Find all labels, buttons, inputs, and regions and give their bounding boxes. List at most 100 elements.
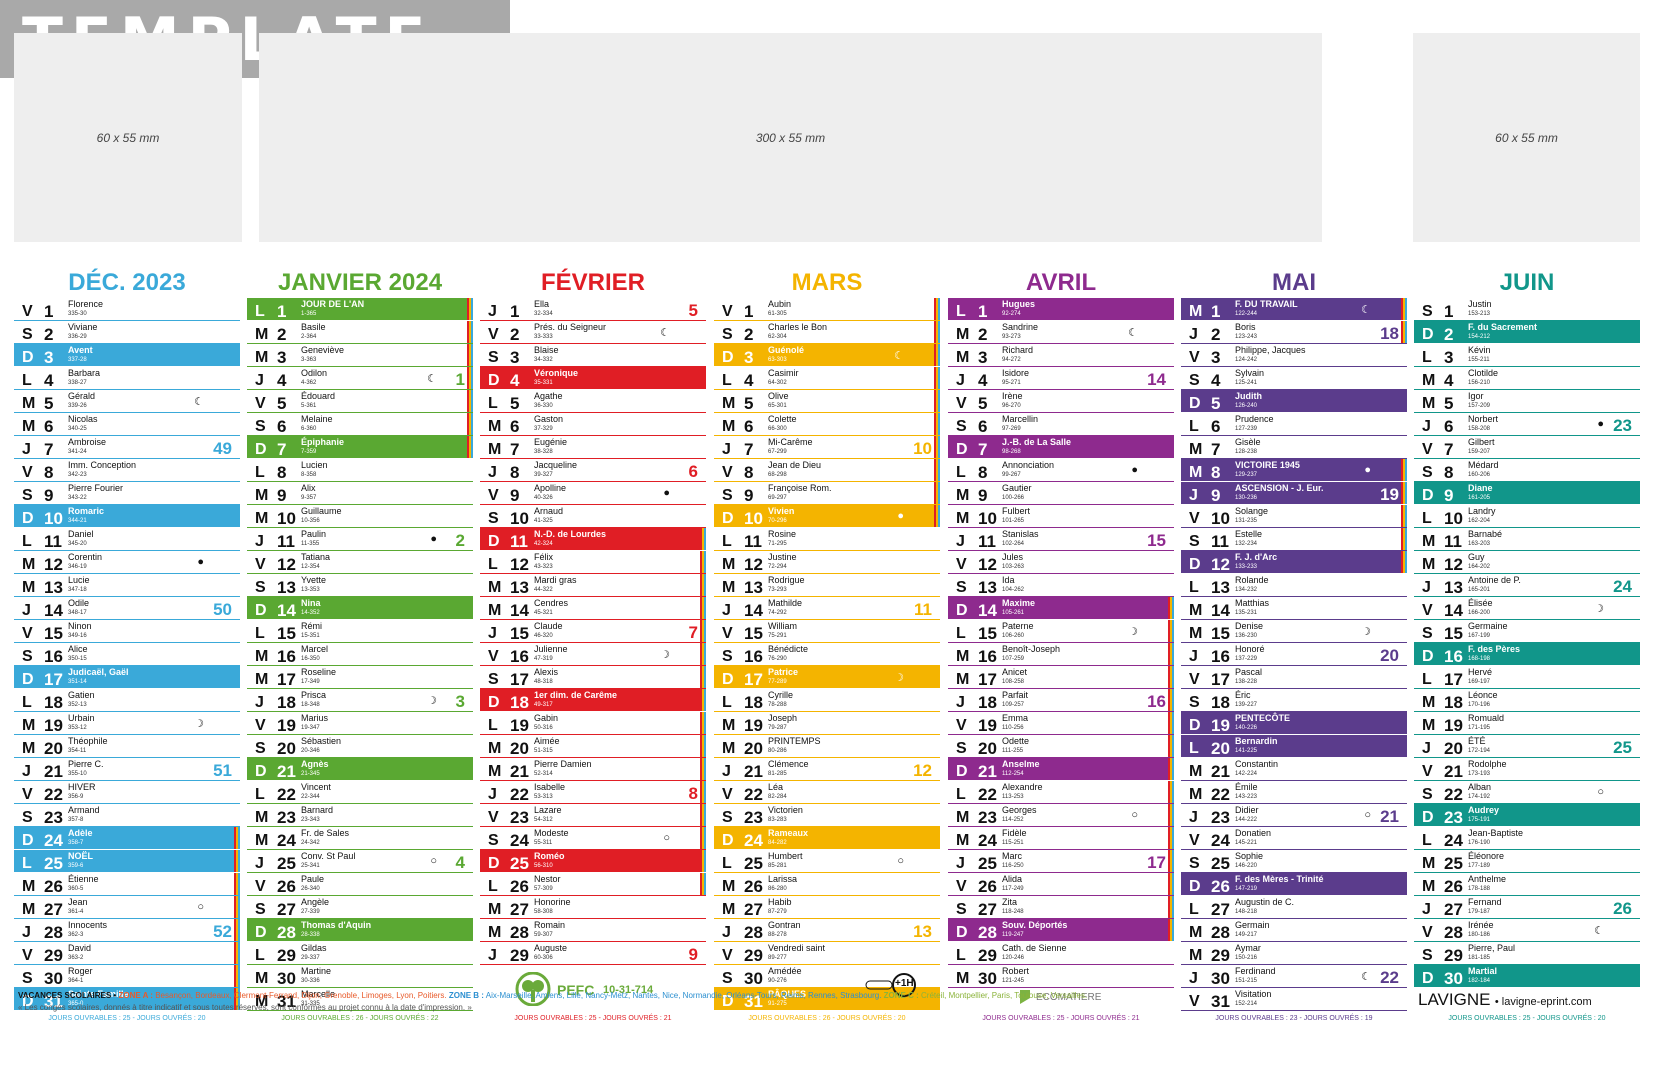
day-row[interactable]: D 30 Martial 182-184 bbox=[1414, 965, 1640, 988]
day-row[interactable]: V 26 Paule 26-340 bbox=[247, 873, 473, 896]
day-row[interactable]: V 14 Élisée 166-200 ☽ bbox=[1414, 597, 1640, 620]
day-row[interactable]: J 9 ASCENSION - J. Eur. 130-236 19 bbox=[1181, 482, 1407, 505]
day-row[interactable]: M 14 Cendres 45-321 bbox=[480, 597, 706, 620]
day-row[interactable]: S 8 Médard 160-206 bbox=[1414, 459, 1640, 482]
day-row[interactable]: S 9 Pierre Fourier 343-22 bbox=[14, 482, 240, 505]
day-row[interactable]: L 29 Gildas 29-337 bbox=[247, 942, 473, 965]
day-row[interactable]: J 28 Gontran 88-278 13 bbox=[714, 919, 940, 942]
day-row[interactable]: J 30 Ferdinand 151-215 ☾ 22 bbox=[1181, 965, 1407, 988]
day-row[interactable]: M 2 Basile 2-364 bbox=[247, 321, 473, 344]
day-row[interactable]: D 18 1er dim. de Carême 49-317 bbox=[480, 689, 706, 712]
day-row[interactable]: L 12 Félix 43-323 bbox=[480, 551, 706, 574]
day-row[interactable]: V 19 Marius 19-347 bbox=[247, 712, 473, 735]
day-row[interactable]: M 9 Gautier 100-266 bbox=[948, 482, 1174, 505]
day-row[interactable]: S 23 Victorien 83-283 bbox=[714, 804, 940, 827]
day-row[interactable]: L 13 Rolande 134-232 bbox=[1181, 574, 1407, 597]
day-row[interactable]: M 19 Romuald 171-195 bbox=[1414, 712, 1640, 735]
day-row[interactable]: D 17 Patrice 77-289 ☽ bbox=[714, 666, 940, 689]
day-row[interactable]: M 22 Émile 143-223 bbox=[1181, 781, 1407, 804]
day-row[interactable]: V 21 Rodolphe 173-193 bbox=[1414, 758, 1640, 781]
day-row[interactable]: V 7 Gilbert 159-207 bbox=[1414, 436, 1640, 459]
day-row[interactable]: V 26 Alida 117-249 bbox=[948, 873, 1174, 896]
day-row[interactable]: D 23 Audrey 175-191 bbox=[1414, 804, 1640, 827]
day-row[interactable]: L 18 Cyrille 78-288 bbox=[714, 689, 940, 712]
day-row[interactable]: J 29 Auguste 60-306 9 bbox=[480, 942, 706, 965]
day-row[interactable]: D 2 F. du Sacrement 154-212 bbox=[1414, 321, 1640, 344]
day-row[interactable]: D 3 Avent 337-28 bbox=[14, 344, 240, 367]
day-row[interactable]: M 20 Théophile 354-11 bbox=[14, 735, 240, 758]
day-row[interactable]: J 14 Odile 348-17 50 bbox=[14, 597, 240, 620]
day-row[interactable]: M 26 Larissa 86-280 bbox=[714, 873, 940, 896]
day-row[interactable]: S 6 Marcellin 97-269 bbox=[948, 413, 1174, 436]
day-row[interactable]: M 4 Clotilde 156-210 bbox=[1414, 367, 1640, 390]
day-row[interactable]: M 27 Honorine 58-308 bbox=[480, 896, 706, 919]
day-row[interactable]: M 30 Robert 121-245 bbox=[948, 965, 1174, 988]
day-row[interactable]: M 7 Eugénie 38-328 bbox=[480, 436, 706, 459]
day-row[interactable]: S 20 Odette 111-255 bbox=[948, 735, 1174, 758]
day-row[interactable]: V 28 Irénée 180-186 ☾ bbox=[1414, 919, 1640, 942]
day-row[interactable]: M 6 Nicolas 340-25 bbox=[14, 413, 240, 436]
day-row[interactable]: S 3 Blaise 34-332 bbox=[480, 344, 706, 367]
day-row[interactable]: M 9 Alix 9-357 bbox=[247, 482, 473, 505]
day-row[interactable]: J 11 Paulin 11-355 ● 2 bbox=[247, 528, 473, 551]
day-row[interactable]: D 28 Souv. Déportés 119-247 bbox=[948, 919, 1174, 942]
day-row[interactable]: D 17 Judicaël, Gaël 351-14 bbox=[14, 666, 240, 689]
day-row[interactable]: L 8 Annonciation 99-267 ● bbox=[948, 459, 1174, 482]
day-row[interactable]: M 10 Fulbert 101-265 bbox=[948, 505, 1174, 528]
day-row[interactable]: L 11 Daniel 345-20 bbox=[14, 528, 240, 551]
day-row[interactable]: S 18 Éric 139-227 bbox=[1181, 689, 1407, 712]
day-row[interactable]: L 29 Cath. de Sienne 120-246 bbox=[948, 942, 1174, 965]
day-row[interactable]: M 21 Pierre Damien 52-314 bbox=[480, 758, 706, 781]
day-row[interactable]: V 23 Lazare 54-312 bbox=[480, 804, 706, 827]
day-row[interactable]: S 30 Amédée 90-276 bbox=[714, 965, 940, 988]
day-row[interactable]: V 19 Emma 110-256 bbox=[948, 712, 1174, 735]
day-row[interactable]: J 1 Ella 32-334 5 bbox=[480, 298, 706, 321]
day-row[interactable]: J 18 Parfait 109-257 16 bbox=[948, 689, 1174, 712]
day-row[interactable]: V 1 Florence 335-30 bbox=[14, 298, 240, 321]
day-row[interactable]: M 16 Benoît-Joseph 107-259 bbox=[948, 643, 1174, 666]
day-row[interactable]: D 7 Épiphanie 7-359 bbox=[247, 436, 473, 459]
day-row[interactable]: L 15 Rémi 15-351 bbox=[247, 620, 473, 643]
day-row[interactable]: M 19 Joseph 79-287 bbox=[714, 712, 940, 735]
day-row[interactable]: L 8 Lucien 8-358 bbox=[247, 459, 473, 482]
day-row[interactable]: L 6 Prudence 127-239 bbox=[1181, 413, 1407, 436]
day-row[interactable]: M 21 Constantin 142-224 bbox=[1181, 758, 1407, 781]
day-row[interactable]: M 10 Guillaume 10-356 bbox=[247, 505, 473, 528]
day-row[interactable]: M 23 Barnard 23-343 bbox=[247, 804, 473, 827]
day-row[interactable]: V 17 Pascal 138-228 bbox=[1181, 666, 1407, 689]
day-row[interactable]: J 14 Mathilde 74-292 11 bbox=[714, 597, 940, 620]
day-row[interactable]: M 28 Germain 149-217 bbox=[1181, 919, 1407, 942]
day-row[interactable]: D 24 Rameaux 84-282 bbox=[714, 827, 940, 850]
day-row[interactable]: J 7 Ambroise 341-24 49 bbox=[14, 436, 240, 459]
day-row[interactable]: L 25 NOËL 359-6 bbox=[14, 850, 240, 873]
image-placeholder-left[interactable]: 60 x 55 mm bbox=[14, 33, 242, 242]
day-row[interactable]: J 20 ÉTÉ 172-194 25 bbox=[1414, 735, 1640, 758]
day-row[interactable]: M 28 Romain 59-307 bbox=[480, 919, 706, 942]
day-row[interactable]: V 29 Vendredi saint 89-277 bbox=[714, 942, 940, 965]
day-row[interactable]: D 14 Nina 14-352 bbox=[247, 597, 473, 620]
day-row[interactable]: J 22 Isabelle 53-313 8 bbox=[480, 781, 706, 804]
day-row[interactable]: S 25 Sophie 146-220 bbox=[1181, 850, 1407, 873]
day-row[interactable]: M 25 Éléonore 177-189 bbox=[1414, 850, 1640, 873]
day-row[interactable]: S 24 Modeste 55-311 ○ bbox=[480, 827, 706, 850]
day-row[interactable]: M 13 Mardi gras 44-322 bbox=[480, 574, 706, 597]
day-row[interactable]: L 24 Jean-Baptiste 176-190 bbox=[1414, 827, 1640, 850]
day-row[interactable]: V 31 Visitation 152-214 bbox=[1181, 988, 1407, 1011]
day-row[interactable]: V 22 HIVER 356-9 bbox=[14, 781, 240, 804]
day-row[interactable]: S 2 Charles le Bon 62-304 bbox=[714, 321, 940, 344]
day-row[interactable]: V 8 Imm. Conception 342-23 bbox=[14, 459, 240, 482]
day-row[interactable]: M 20 Aimée 51-315 bbox=[480, 735, 706, 758]
day-row[interactable]: L 20 Bernardin 141-225 bbox=[1181, 735, 1407, 758]
day-row[interactable]: V 8 Jean de Dieu 68-298 bbox=[714, 459, 940, 482]
day-row[interactable]: D 21 Agnès 21-345 bbox=[247, 758, 473, 781]
day-row[interactable]: J 2 Boris 123-243 18 bbox=[1181, 321, 1407, 344]
day-row[interactable]: D 31 Sainte Famille 365-0 bbox=[14, 988, 240, 1011]
day-row[interactable]: D 19 PENTECÔTE 140-226 bbox=[1181, 712, 1407, 735]
day-row[interactable]: L 26 Nestor 57-309 bbox=[480, 873, 706, 896]
day-row[interactable]: L 1 Hugues 92-274 bbox=[948, 298, 1174, 321]
day-row[interactable]: J 18 Prisca 18-348 ☽ 3 bbox=[247, 689, 473, 712]
day-row[interactable]: S 13 Ida 104-262 bbox=[948, 574, 1174, 597]
day-row[interactable]: J 25 Marc 116-250 17 bbox=[948, 850, 1174, 873]
day-row[interactable]: S 1 Justin 153-213 bbox=[1414, 298, 1640, 321]
day-row[interactable]: M 30 Martine 30-336 bbox=[247, 965, 473, 988]
